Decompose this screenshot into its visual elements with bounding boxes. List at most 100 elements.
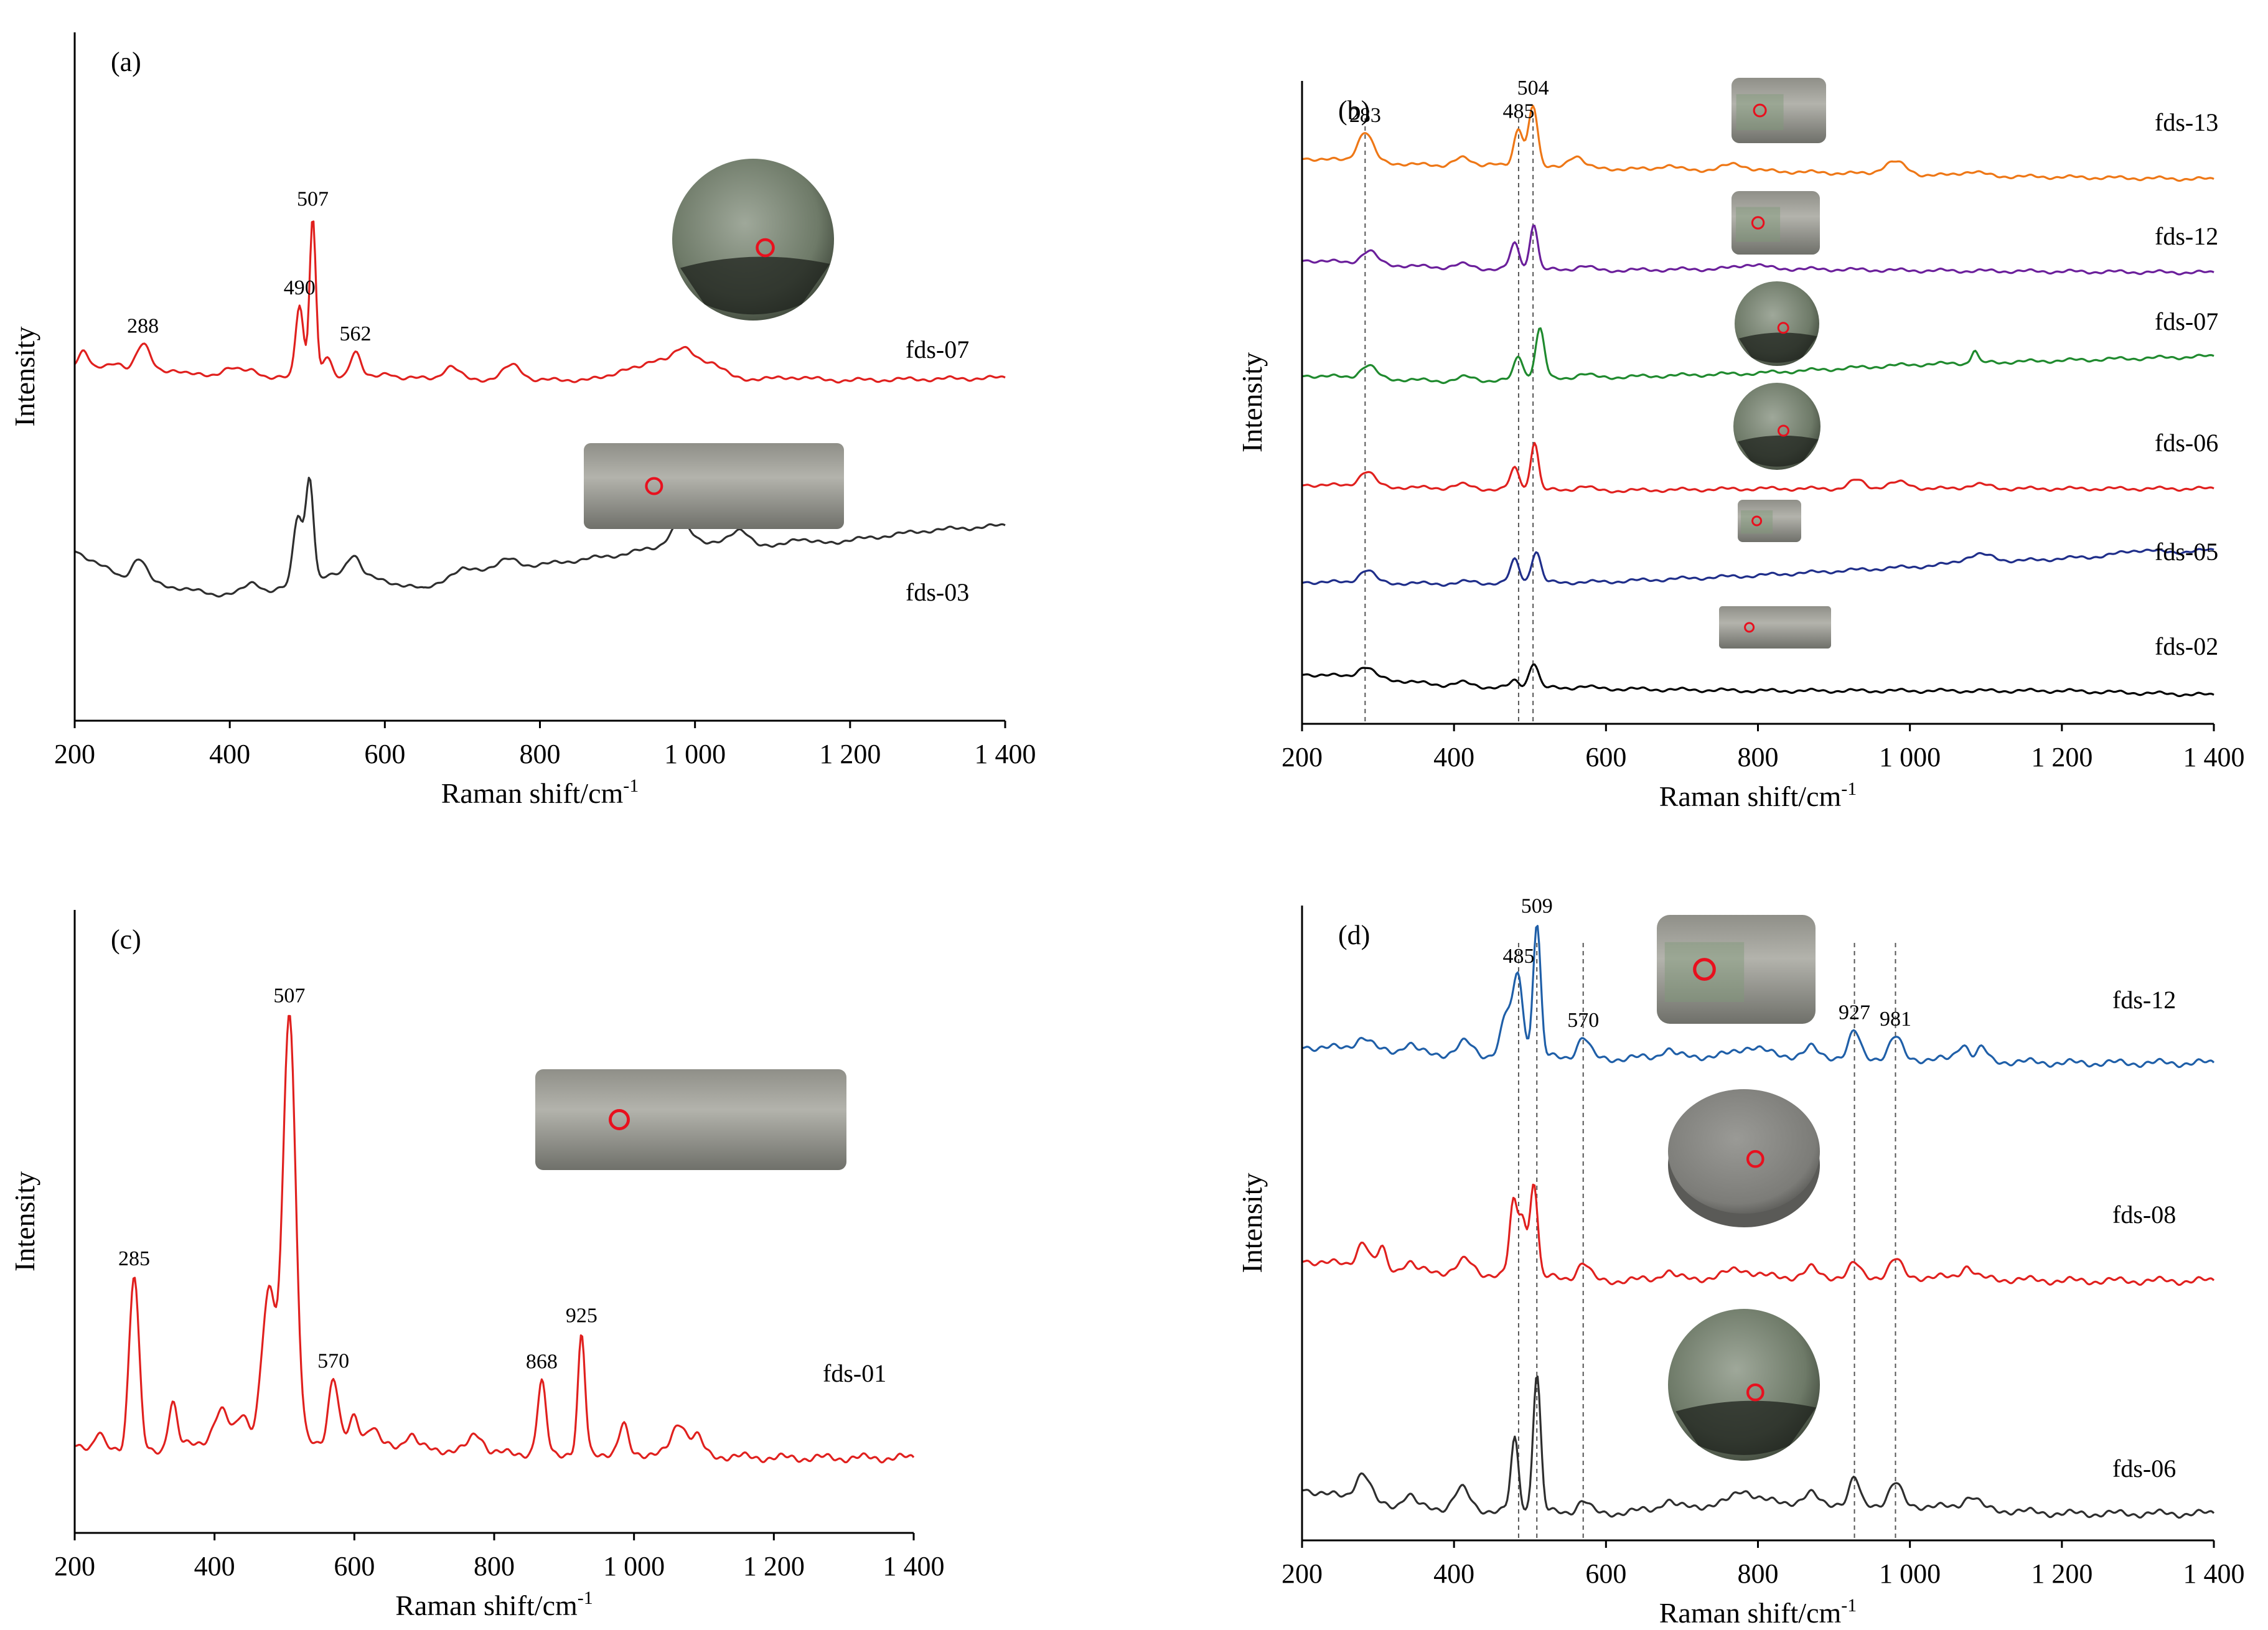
x-axis-title: Raman shift/cm-1: [441, 775, 639, 809]
series-label-fds-06: fds-06: [2155, 429, 2218, 457]
panel-c: fds-01 285 507 570 868 925 200 400 600 800 1 000 1 …: [0, 815, 1134, 1630]
panel-label: (c): [111, 924, 141, 955]
series-line-fds-07: [73, 220, 1006, 384]
peak-label-507: 507: [297, 188, 329, 211]
peak-label-504: 504: [1517, 77, 1549, 100]
y-axis-title: Intensity: [1236, 1173, 1268, 1273]
x-tick-label: 200: [54, 739, 95, 769]
series-label-fds-08: fds-08: [2112, 1201, 2176, 1229]
series-line-fds-13: [1302, 105, 2214, 182]
series-line-fds-06: [1301, 1375, 2215, 1519]
x-tick-label: 400: [194, 1551, 235, 1581]
x-tick-label: 1 000: [664, 739, 726, 769]
series-line-fds-07: [1302, 327, 2214, 385]
series-line-fds-08: [1301, 1183, 2215, 1286]
peak-label-507: 507: [273, 984, 305, 1007]
peak-label-570: 570: [1567, 1009, 1599, 1032]
x-tick-label: 200: [54, 1551, 95, 1581]
chart-d: fds-12 fds-08 fds-06 485 509 570 927 981 200 400 6…: [1236, 895, 2245, 1629]
x-tick-label: 1 200: [2031, 742, 2092, 772]
panel-a: fds-07 fds-03 288 490 507 562 200 400 600 800 1 00…: [0, 0, 1134, 815]
peak-label-490: 490: [284, 276, 316, 299]
series-line-fds-03: [74, 477, 1006, 598]
x-tick-label: 1 200: [2031, 1558, 2092, 1589]
peak-label-283: 283: [1349, 104, 1381, 127]
x-tick-label: 1 400: [975, 739, 1036, 769]
peak-label-927: 927: [1839, 1001, 1870, 1024]
sample-photo-fds-07-a: [672, 159, 834, 321]
x-tick-label: 1 200: [743, 1551, 805, 1581]
y-axis-title: Intensity: [9, 1171, 40, 1272]
panel-label: (a): [111, 47, 141, 77]
series-line-fds-05: [1301, 548, 2214, 587]
peak-label-981: 981: [1880, 1008, 1911, 1031]
series-label-fds-13: fds-13: [2155, 108, 2218, 136]
sample-photo-fds-02-b: [1719, 606, 1831, 649]
series-label-fds-02: fds-02: [2155, 632, 2218, 660]
sample-photo-fds-06-d: [1668, 1309, 1820, 1461]
sample-photo-fds-08-d: [1668, 1089, 1820, 1227]
x-tick-label: 800: [520, 739, 561, 769]
x-tick-label: 1 000: [1879, 742, 1941, 772]
peak-label-562: 562: [339, 322, 371, 345]
x-axis-title: Raman shift/cm-1: [1659, 1595, 1857, 1629]
peak-label-485: 485: [1502, 100, 1534, 123]
series-label-fds-12: fds-12: [2112, 986, 2176, 1014]
x-tick-label: 400: [1433, 1558, 1474, 1589]
x-tick-label: 600: [1585, 742, 1626, 772]
peak-label-925: 925: [566, 1304, 597, 1328]
chart-c: fds-01 285 507 570 868 925 200 400 600 800 1 000 1 …: [9, 910, 945, 1621]
x-axis-title: Raman shift/cm-1: [1659, 779, 1857, 812]
y-axis-title: Intensity: [9, 327, 40, 427]
x-tick-label: 1 200: [819, 739, 881, 769]
peak-label-570: 570: [317, 1350, 349, 1373]
series-label-fds-07: fds-07: [906, 335, 969, 363]
x-tick-label: 800: [1738, 742, 1779, 772]
x-tick-label: 400: [209, 739, 250, 769]
series-label-fds-07: fds-07: [2155, 307, 2218, 335]
x-tick-label: 1 000: [1879, 1558, 1941, 1589]
x-tick-label: 600: [1585, 1558, 1626, 1589]
panel-d: fds-12 fds-08 fds-06 485 509 570 927 981 200 400 6…: [1134, 815, 2268, 1630]
x-tick-label: 1 400: [2183, 742, 2245, 772]
x-tick-label: 1 400: [2183, 1558, 2245, 1589]
series-label-fds-01: fds-01: [823, 1359, 886, 1387]
sample-photo-fds-05-b: [1738, 500, 1801, 542]
series-label-fds-12: fds-12: [2155, 222, 2218, 250]
panel-b: fds-13 fds-12 fds-07 fds-06 fds-05 fds-02 283 4…: [1134, 0, 2268, 815]
series-line-fds-06: [1302, 442, 2214, 494]
sample-photo-fds-12-b: [1731, 191, 1820, 255]
series-label-fds-06: fds-06: [2112, 1454, 2176, 1482]
x-tick-label: 400: [1433, 742, 1474, 772]
panel-label: (d): [1338, 920, 1370, 950]
series-label-fds-03: fds-03: [906, 578, 969, 606]
series-line-fds-01: [74, 1014, 915, 1464]
x-axis-title: Raman shift/cm-1: [395, 1588, 593, 1621]
series-line-fds-12: [1302, 225, 2214, 276]
series-line-fds-12: [1302, 925, 2215, 1069]
x-tick-label: 200: [1282, 742, 1323, 772]
x-tick-label: 600: [364, 739, 405, 769]
chart-a: fds-07 fds-03 288 490 507 562 200 400 600 800 1 00…: [9, 32, 1036, 809]
peak-label-509: 509: [1521, 895, 1553, 918]
panel-label: (b): [1338, 95, 1370, 126]
sample-photo-fds-07-b: [1735, 281, 1819, 366]
peak-label-485: 485: [1502, 945, 1534, 968]
peak-label-868: 868: [526, 1350, 558, 1373]
peak-label-285: 285: [118, 1247, 150, 1270]
chart-b: fds-13 fds-12 fds-07 fds-06 fds-05 fds-02 283 4…: [1236, 77, 2245, 812]
sample-photo-fds-13-b: [1731, 78, 1826, 143]
sample-photo-fds-12-d: [1657, 915, 1816, 1024]
sample-photo-fds-01-c: [535, 1069, 846, 1170]
sample-photo-fds-03-a: [584, 443, 844, 529]
x-tick-label: 800: [1738, 1558, 1779, 1589]
y-axis-title: Intensity: [1236, 352, 1268, 452]
series-line-fds-02: [1302, 663, 2214, 698]
x-tick-label: 800: [474, 1551, 515, 1581]
x-tick-label: 200: [1282, 1558, 1323, 1589]
x-tick-label: 1 000: [603, 1551, 665, 1581]
sample-photo-fds-06-b: [1733, 383, 1820, 470]
x-tick-label: 1 400: [883, 1551, 945, 1581]
series-label-fds-05: fds-05: [2155, 538, 2218, 566]
x-tick-label: 600: [334, 1551, 375, 1581]
